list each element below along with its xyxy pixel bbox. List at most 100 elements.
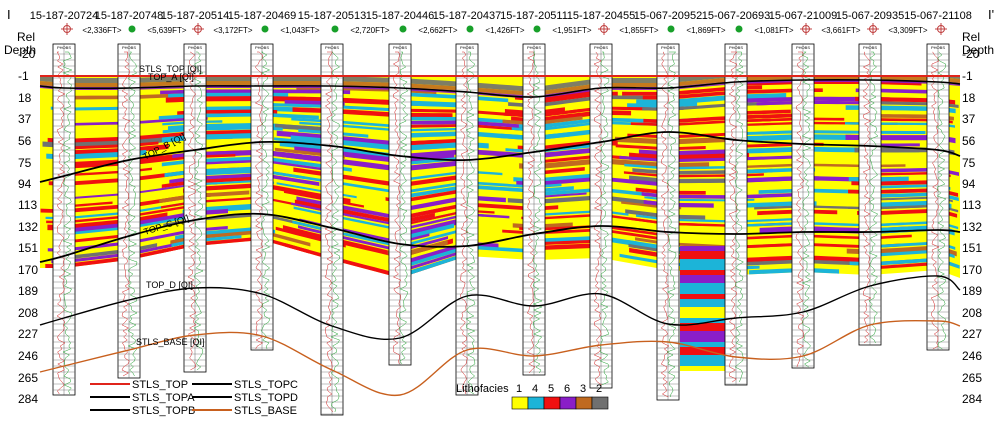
legend-entry: STLS_TOPC [192,379,298,391]
axis-title-left: Rel Depth [4,30,36,57]
well-track[interactable]: PHOBS [455,43,479,396]
depth-tick-right: 284 [962,392,982,406]
well-track[interactable]: PHOBS [250,43,274,351]
depth-tick-left: 113 [18,198,37,212]
log-curve-green [398,51,409,365]
well-header[interactable]: 15-187-20724 <2,336FT> [30,10,122,35]
depth-tick-right: 189 [962,284,982,298]
legend-label: STLS_TOP [132,379,188,391]
log-curve-green [936,51,947,350]
legend-label: STLS_TOPC [234,379,298,391]
well-header[interactable]: 15-067-20935 <3,309FT> [836,10,928,35]
well-header[interactable]: 15-067-21009 <3,661FT> [769,10,861,35]
well-track[interactable]: PHOBS [656,43,680,401]
oil-well-icon [331,25,339,33]
facies-bed [736,113,807,120]
log-curve-green [801,51,812,368]
well-track[interactable]: PHOBS [117,43,141,379]
label-stls-top: STLS_TOP [QI] [139,64,202,74]
log-curve-red [392,51,402,365]
facies-bed [51,241,182,264]
horizon-top-c [39,212,961,263]
well-track[interactable]: PHOBS [724,43,748,386]
facies-bed [624,163,745,170]
well-headers: 15-187-20724 <2,336FT> 15-187-20748 <5,639F… [30,10,972,35]
well-track[interactable]: PHOBS [589,43,613,389]
well-header[interactable]: 15-187-20437 <1,426FT> [433,10,525,35]
facies-swatch [591,396,609,410]
well-header[interactable]: 15-067-20693 <1,081FT> [702,10,794,35]
well-track[interactable]: PHOBS [388,43,412,366]
well-id: 15-187-20513 [298,10,367,22]
facies-bed [404,210,495,226]
legend-entry: STLS_BASE [192,405,297,417]
well-header[interactable]: 15-067-20952 <1,869FT> [634,10,726,35]
facies-swatch [543,396,561,410]
facies-bed [184,159,335,172]
well-spacing: <5,639FT> [147,26,186,35]
depth-tick-right: 208 [962,306,982,320]
facies-bed [299,121,470,132]
well-track[interactable]: PHOBS [183,43,207,373]
well-track[interactable]: PHOBS [791,43,815,369]
well-header[interactable]: 15-187-20455 <1,855FT> [567,10,659,35]
legend-label: STLS_TOPD [234,392,298,404]
well-track[interactable]: PHOBS [522,43,546,376]
facies-bed [61,167,152,177]
well-header[interactable]: 15-067-21108 [904,10,972,35]
well-track[interactable]: PHOBS [926,43,950,351]
depth-tick-left: 189 [18,284,38,298]
well-header[interactable]: 15-187-20513 <2,720FT> [298,10,390,35]
well-id: 15-187-20446 [366,10,435,22]
log-curve-red [187,51,197,371]
deep-facies-bed [680,347,746,355]
facies-bed [730,134,851,142]
depth-tick-left: 75 [18,156,32,170]
axis-title-right-line2: Depth [962,43,994,57]
well-header[interactable]: 15-187-20748 <5,639FT> [95,10,187,35]
depth-tick-left: 18 [18,91,32,105]
well-track[interactable]: PHOBS [858,43,882,346]
facies-bed [40,192,211,214]
facies-code: 2 [596,383,602,395]
well-track[interactable]: PHOBS [320,43,344,416]
deep-facies-bed [680,366,746,371]
well-header[interactable]: 15-187-20446 <2,662FT> [366,10,458,35]
facies-bed [47,212,168,231]
deep-facies-bed [680,294,746,299]
facies-bed [502,116,583,126]
oil-well-icon [261,25,269,33]
well-header[interactable]: 15-187-20469 <1,043FT> [228,10,320,35]
facies-bed [161,196,352,217]
lithofacies-title: Lithofacies [456,383,509,395]
horizon-lines [39,75,961,397]
well-spacing: <1,043FT> [280,26,319,35]
horizon-top-b [39,131,961,183]
log-curve-green [193,51,204,371]
depth-tick-left: 227 [18,327,38,341]
facies-bed [68,141,159,150]
well-header[interactable]: 15-187-20511 <1,951FT> [500,10,592,35]
facies-code: 6 [564,383,570,395]
depth-tick-left: 265 [18,371,38,385]
dry-hole-icon [598,23,610,35]
facies-swatch [511,396,529,410]
depth-tick-right: -1 [962,69,973,83]
deep-facies-bed [680,331,746,342]
facies-code: 3 [580,383,586,395]
well-tracks: PHOBS PHOBS PHOBS PHOBS PHOBS PHOBS PHOBS PHOBS… [52,43,950,416]
well-id: 15-187-20469 [228,10,297,22]
deep-facies-bed [680,299,746,307]
log-curve-green [62,51,73,395]
well-header[interactable]: 15-187-20514 <3,172FT> [161,10,253,35]
depth-tick-left: 170 [18,263,38,277]
log-curve-red [593,51,603,386]
well-id: 15-067-21108 [904,10,972,22]
well-spacing: <1,951FT> [552,26,591,35]
well-spacing: <2,720FT> [350,26,389,35]
well-track[interactable]: PHOBS [52,43,76,396]
facies-bed [411,181,562,193]
depth-axis-left: Rel Depth -20 -1 18 37 56 75 94 113 132 151 170 189 2… [4,30,38,406]
well-id: 15-067-20935 [836,10,905,22]
